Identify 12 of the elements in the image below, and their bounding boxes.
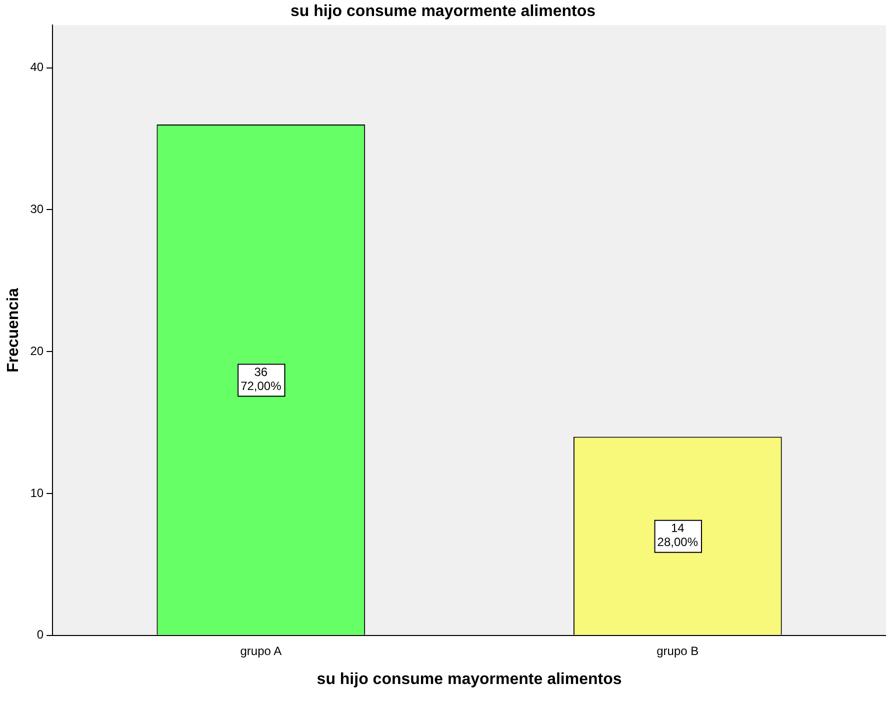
- y-axis-title: Frecuencia: [5, 288, 22, 373]
- x-tick-label: grupo A: [240, 644, 282, 658]
- chart-title: su hijo consume mayormente alimentos: [290, 3, 596, 20]
- y-tick-label: 0: [36, 628, 44, 642]
- x-tick-label: grupo B: [656, 644, 699, 658]
- y-tick-label: 40: [30, 60, 44, 74]
- y-tick-label: 10: [30, 486, 44, 500]
- y-tick-label: 30: [30, 202, 44, 216]
- x-axis-title: su hijo consume mayormente alimentos: [316, 670, 622, 688]
- data-label: 14 28,00%: [657, 521, 698, 550]
- y-tick-label: 20: [30, 344, 44, 358]
- data-label: 36 72,00%: [240, 365, 282, 394]
